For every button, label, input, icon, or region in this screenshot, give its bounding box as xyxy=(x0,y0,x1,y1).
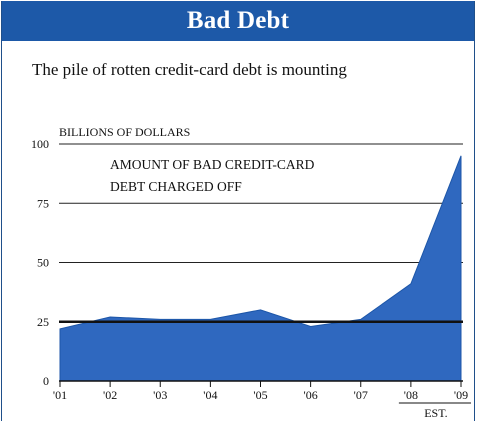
x-tick-label: '08 xyxy=(404,388,418,402)
x-tick-label: '02 xyxy=(103,388,117,402)
x-tick-label: '05 xyxy=(253,388,267,402)
x-tick-label: '09 xyxy=(454,388,468,402)
y-tick-label: 25 xyxy=(37,315,49,329)
x-tick-label: '04 xyxy=(203,388,217,402)
x-tick-label: '01 xyxy=(53,388,67,402)
x-tick-label: '03 xyxy=(153,388,167,402)
annotation-line: AMOUNT OF BAD CREDIT-CARD xyxy=(110,157,315,172)
x-tick-label: '07 xyxy=(354,388,368,402)
y-tick-label: 75 xyxy=(37,196,49,210)
y-axis-label: BILLIONS OF DOLLARS xyxy=(59,125,190,139)
estimate-label: EST. xyxy=(424,406,447,420)
y-tick-label: 0 xyxy=(43,374,49,388)
y-tick-label: 100 xyxy=(31,137,49,151)
y-tick-label: 50 xyxy=(37,256,49,270)
annotation-line: DEBT CHARGED OFF xyxy=(110,179,242,194)
x-tick-label: '06 xyxy=(304,388,318,402)
